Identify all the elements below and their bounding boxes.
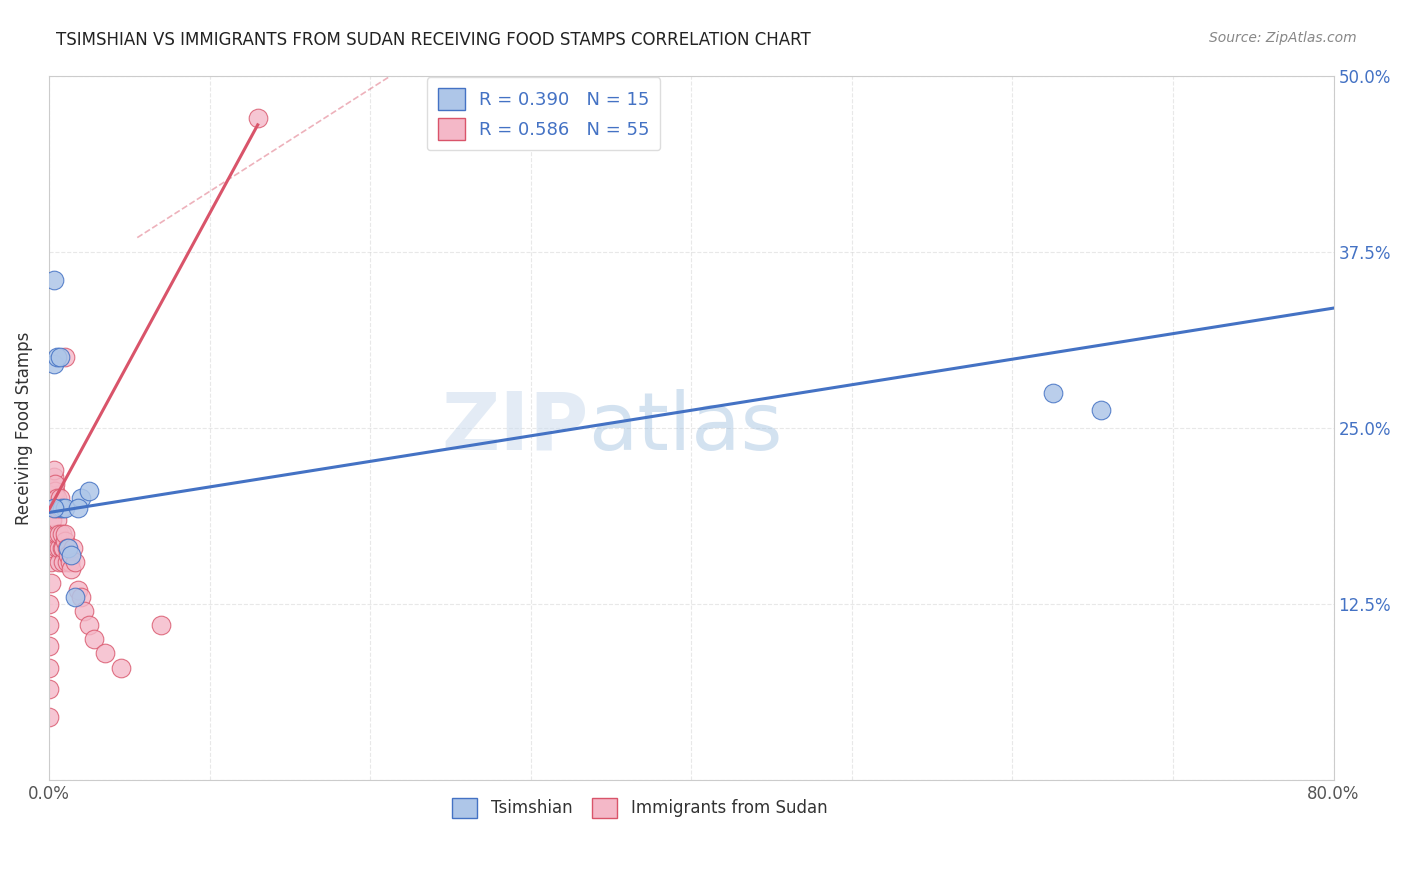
Point [42, 501, 65, 516]
Legend: Tsimshian, Immigrants from Sudan: Tsimshian, Immigrants from Sudan [446, 791, 834, 825]
Point [41, 512, 63, 526]
Point [48, 526, 70, 541]
Point [55, 555, 77, 569]
Point [46, 351, 69, 365]
Point [60, 562, 83, 576]
Point [42, 358, 65, 372]
Point [41, 501, 63, 516]
Point [38, 710, 60, 724]
Point [39, 576, 62, 591]
Point [60, 548, 83, 562]
Point [46, 541, 69, 555]
Point [51, 541, 73, 555]
Point [1042, 385, 1064, 400]
Point [42, 477, 65, 491]
Text: Source: ZipAtlas.com: Source: ZipAtlas.com [1209, 31, 1357, 45]
Text: atlas: atlas [589, 389, 783, 467]
Point [44, 477, 66, 491]
Point [77, 484, 100, 499]
Point [246, 111, 269, 125]
Y-axis label: Receiving Food Stamps: Receiving Food Stamps [15, 331, 32, 524]
Point [46, 512, 69, 526]
Point [53, 501, 76, 516]
Point [42, 501, 65, 516]
Point [55, 541, 77, 555]
Point [58, 548, 80, 562]
Point [94, 647, 117, 661]
Point [49, 351, 72, 365]
Point [66, 582, 89, 597]
Text: ZIP: ZIP [441, 389, 589, 467]
Point [49, 491, 72, 506]
Point [38, 640, 60, 654]
Point [150, 618, 173, 632]
Point [38, 660, 60, 674]
Point [44, 501, 66, 516]
Point [42, 470, 65, 484]
Point [42, 463, 65, 477]
Point [53, 351, 76, 365]
Point [41, 541, 63, 555]
Point [42, 484, 65, 499]
Point [73, 604, 96, 618]
Point [66, 501, 89, 516]
Point [70, 590, 93, 604]
Point [62, 541, 84, 555]
Point [53, 533, 76, 548]
Point [77, 618, 100, 632]
Point [52, 541, 75, 555]
Point [58, 541, 80, 555]
Point [38, 597, 60, 611]
Point [63, 555, 86, 569]
Point [51, 501, 73, 516]
Point [51, 526, 73, 541]
Point [42, 273, 65, 287]
Point [70, 491, 93, 506]
Point [46, 491, 69, 506]
Point [38, 681, 60, 696]
Point [46, 501, 69, 516]
Point [44, 484, 66, 499]
Point [39, 555, 62, 569]
Point [83, 632, 105, 647]
Point [1090, 402, 1112, 417]
Point [48, 555, 70, 569]
Point [59, 555, 82, 569]
Point [46, 526, 69, 541]
Text: TSIMSHIAN VS IMMIGRANTS FROM SUDAN RECEIVING FOOD STAMPS CORRELATION CHART: TSIMSHIAN VS IMMIGRANTS FROM SUDAN RECEI… [56, 31, 811, 49]
Point [48, 541, 70, 555]
Point [38, 618, 60, 632]
Point [110, 660, 132, 674]
Point [41, 526, 63, 541]
Point [42, 491, 65, 506]
Point [63, 590, 86, 604]
Point [52, 555, 75, 569]
Point [44, 491, 66, 506]
Point [49, 501, 72, 516]
Point [53, 526, 76, 541]
